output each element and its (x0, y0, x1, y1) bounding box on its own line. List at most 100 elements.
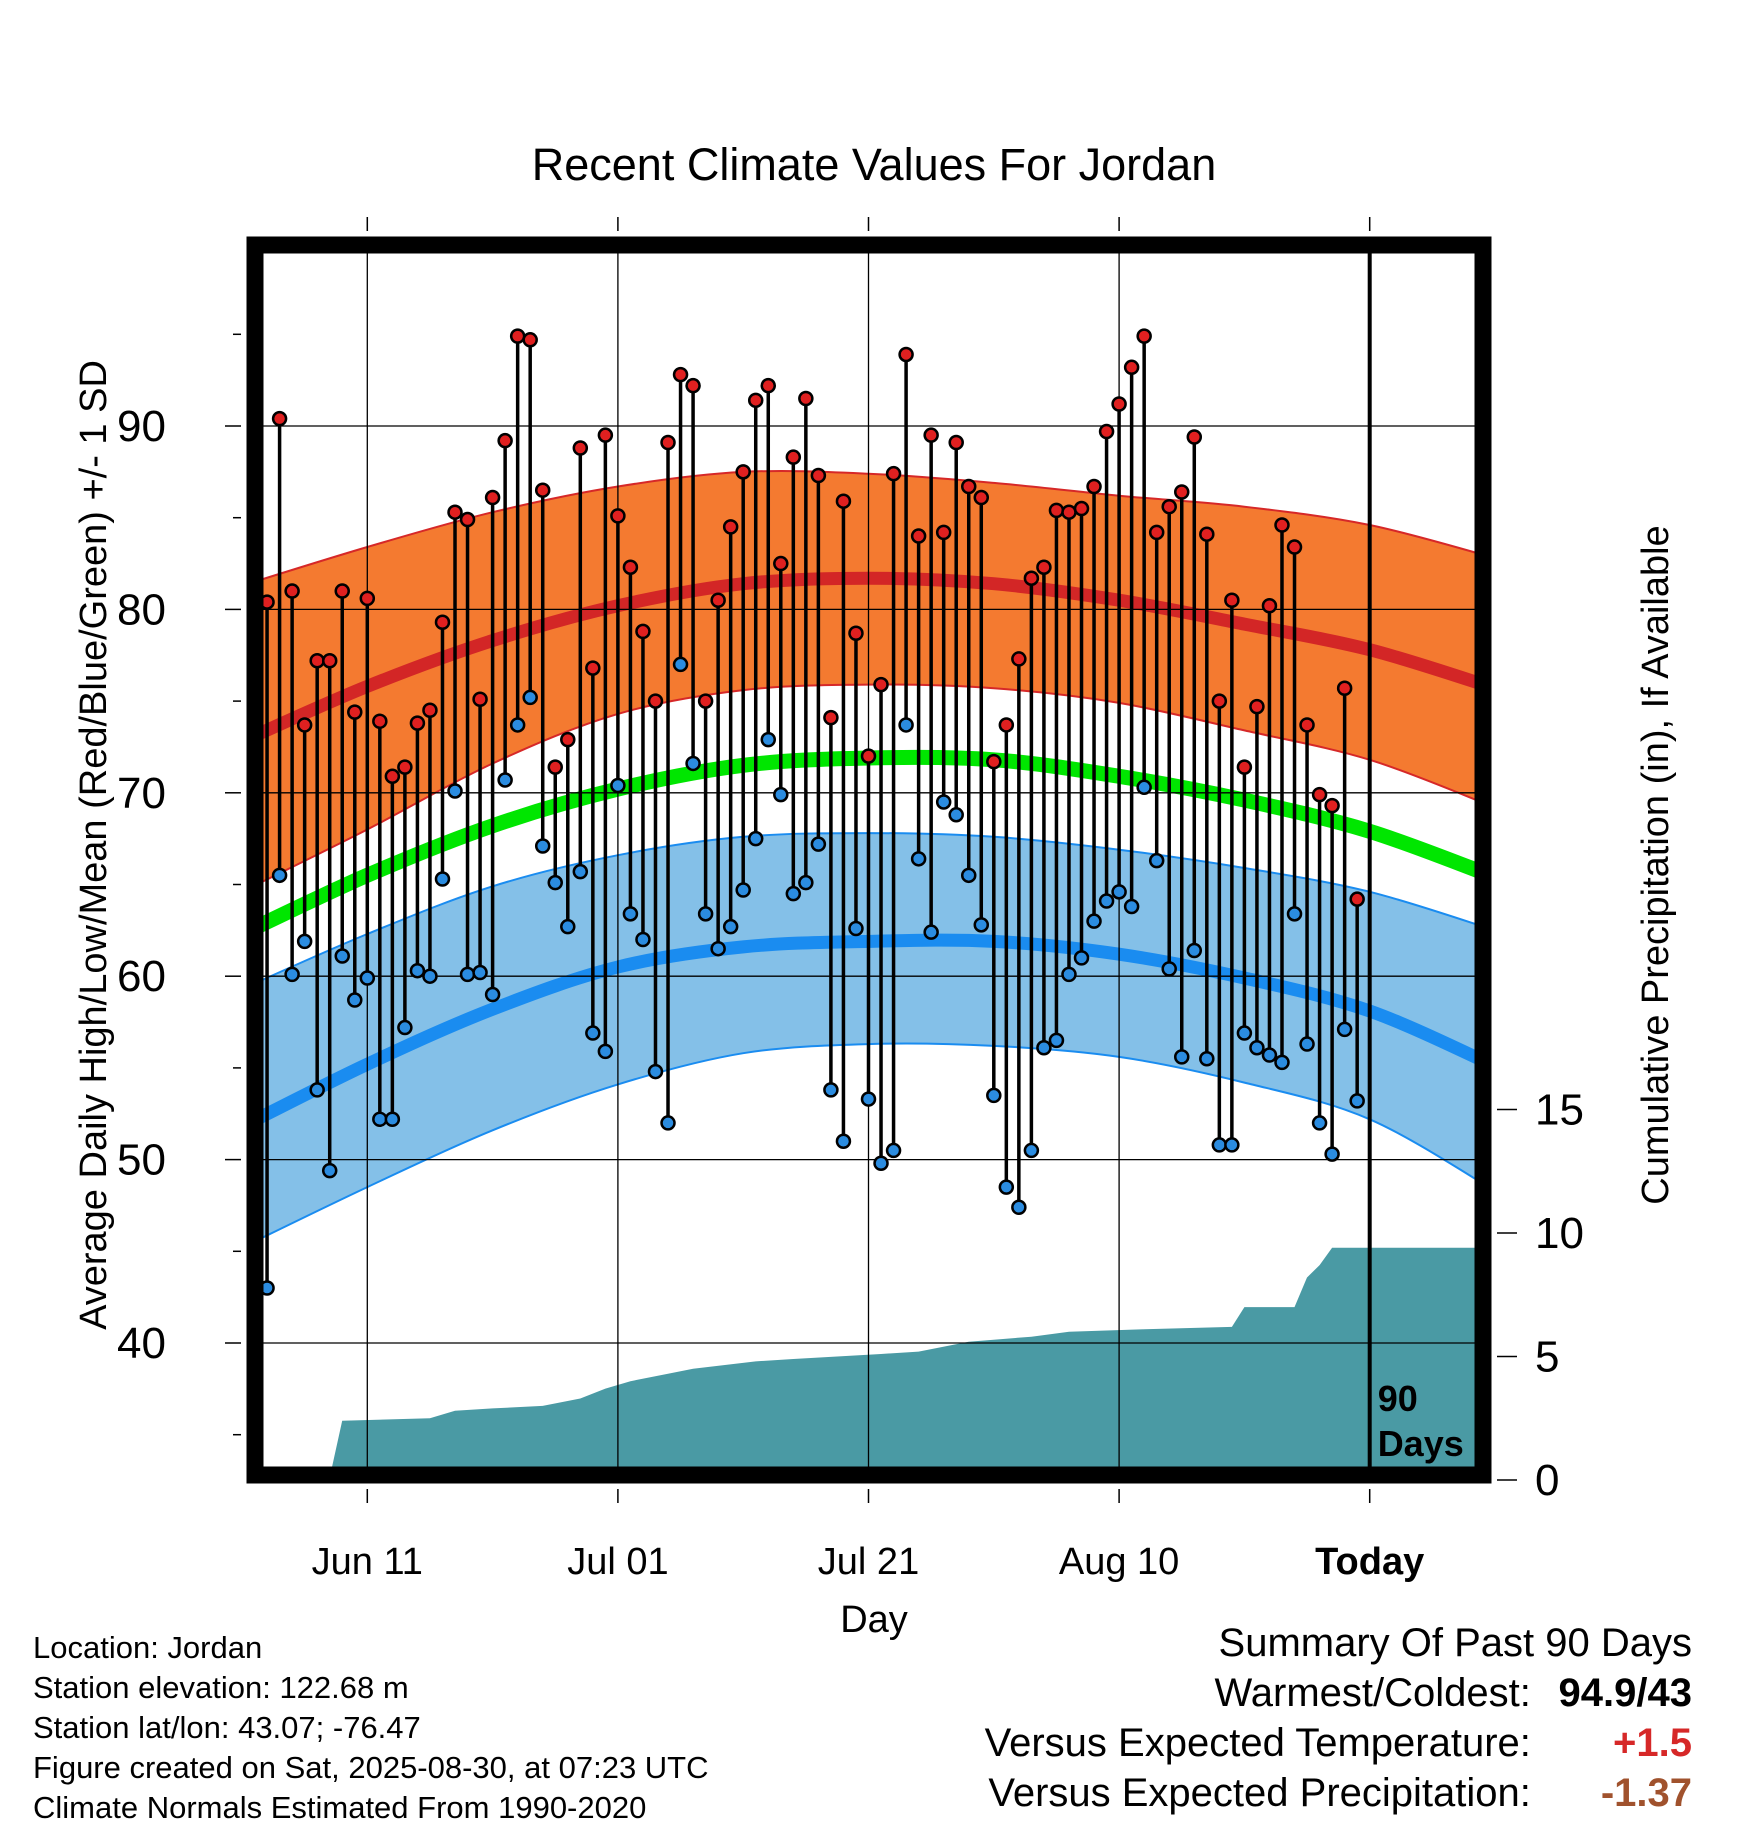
daily-low-point (1286, 906, 1303, 922)
station-elevation: Station elevation: 122.68 m (33, 1670, 409, 1705)
daily-high-point (422, 702, 438, 719)
daily-high-point (1286, 539, 1303, 555)
daily-low-point (1249, 1039, 1265, 1056)
daily-high-point (1349, 891, 1365, 907)
daily-low-point (472, 964, 488, 981)
daily-high-point (1224, 592, 1240, 608)
daily-high-point (372, 713, 388, 730)
daily-low-point (1023, 1142, 1040, 1159)
climate-normals-note: Climate Normals Estimated From 1990-2020 (33, 1790, 647, 1825)
summary-temp-row: Versus Expected Temperature: +1.5 (985, 1718, 1692, 1768)
daily-low-point (321, 1162, 338, 1179)
daily-low-point (1224, 1137, 1240, 1153)
daily-high-point (722, 519, 739, 535)
daily-low-point (1048, 1032, 1065, 1049)
daily-low-point (798, 874, 814, 891)
daily-high-point (1073, 500, 1090, 517)
y-right-tick-label: 15 (1535, 1086, 1584, 1135)
daily-high-point (1036, 559, 1052, 575)
daily-low-point (585, 1025, 601, 1041)
daily-high-point (359, 590, 376, 607)
daily-low-point (1261, 1047, 1278, 1063)
daily-high-point (1199, 526, 1215, 542)
daily-low-point (1011, 1199, 1027, 1216)
daily-low-point (271, 867, 288, 884)
y-axis-label-left: Average Daily High/Low/Mean (Red/Blue/Gr… (73, 360, 115, 1330)
daily-high-point (1174, 484, 1190, 500)
daily-low-point (296, 933, 313, 950)
daily-low-point (998, 1179, 1015, 1195)
daily-low-point (309, 1082, 325, 1098)
daily-low-point (534, 838, 551, 854)
daily-low-point (397, 1019, 413, 1036)
daily-low-point (935, 794, 952, 810)
daily-high-point (585, 660, 601, 676)
y-left-tick-label: 90 (117, 402, 166, 451)
summary-precip-row: Versus Expected Precipitation: -1.37 (985, 1768, 1692, 1818)
daily-low-point (1236, 1025, 1253, 1041)
daily-low-point (1211, 1137, 1228, 1153)
daily-high-point (860, 748, 877, 764)
summary-title: Summary Of Past 90 Days (1218, 1621, 1692, 1665)
daily-low-point (810, 836, 827, 852)
plot-frame (246, 236, 1492, 1484)
daily-high-point (1086, 478, 1102, 495)
daily-low-point (860, 1091, 877, 1107)
temp-anomaly-value: +1.5 (1613, 1721, 1692, 1765)
daily-low-point (635, 931, 651, 948)
daily-low-point (1073, 950, 1090, 966)
daily-high-point (1123, 359, 1140, 376)
daily-high-point (334, 583, 350, 599)
daily-high-point (534, 482, 551, 498)
daily-high-point (935, 524, 952, 541)
daily-low-point (1161, 961, 1177, 977)
x-tick-label: Jun 11 (312, 1541, 423, 1583)
daily-low-point (1311, 1115, 1328, 1131)
daily-low-point (497, 772, 513, 788)
daily-high-point (948, 434, 964, 451)
daily-low-point (384, 1111, 401, 1128)
daily-low-point (848, 920, 864, 937)
daily-high-point (1148, 524, 1165, 541)
daily-low-point (873, 1155, 889, 1172)
daily-low-point (1324, 1146, 1340, 1162)
y-left-tick-label: 70 (117, 769, 166, 818)
daily-low-point (372, 1111, 388, 1128)
daily-low-point (1336, 1021, 1353, 1038)
summary-panel: Summary Of Past 90 Days Warmest/Coldest:… (985, 1618, 1692, 1818)
daily-high-point (610, 508, 626, 524)
daily-high-point (1324, 797, 1340, 814)
y-axis-label-right: Cumulative Precipitation (in), If Availa… (1635, 525, 1677, 1204)
daily-low-point (785, 885, 802, 902)
daily-low-point (773, 786, 789, 803)
daily-high-point (710, 592, 726, 608)
daily-low-point (823, 1082, 839, 1098)
y-right-tick-label: 5 (1535, 1333, 1559, 1382)
daily-high-point (472, 691, 488, 708)
daily-high-point (1136, 328, 1152, 344)
daily-low-point (760, 731, 777, 748)
daily-high-point (1098, 423, 1115, 440)
daily-low-point (685, 755, 701, 772)
x-tick-label: Jul 21 (818, 1541, 919, 1583)
daily-low-point (647, 1063, 664, 1080)
daily-low-point (672, 656, 689, 673)
figure-created: Figure created on Sat, 2025-08-30, at 07… (33, 1750, 709, 1785)
y-left-tick-label: 40 (117, 1319, 166, 1368)
x-axis-label: Day (840, 1599, 908, 1641)
daily-high-point (986, 753, 1002, 770)
precip-anomaly-value: -1.37 (1600, 1771, 1692, 1815)
daily-high-point (271, 410, 288, 427)
daily-high-point (1011, 651, 1027, 667)
daily-high-point (747, 392, 764, 409)
daily-high-point (910, 528, 927, 544)
daily-low-point (597, 1043, 614, 1060)
daily-high-point (572, 440, 589, 456)
daily-high-point (1261, 597, 1278, 614)
daily-high-point (810, 467, 827, 484)
daily-high-point (447, 504, 463, 520)
daily-high-point (547, 759, 563, 775)
daily-high-point (973, 489, 990, 506)
daily-high-point (823, 709, 839, 726)
